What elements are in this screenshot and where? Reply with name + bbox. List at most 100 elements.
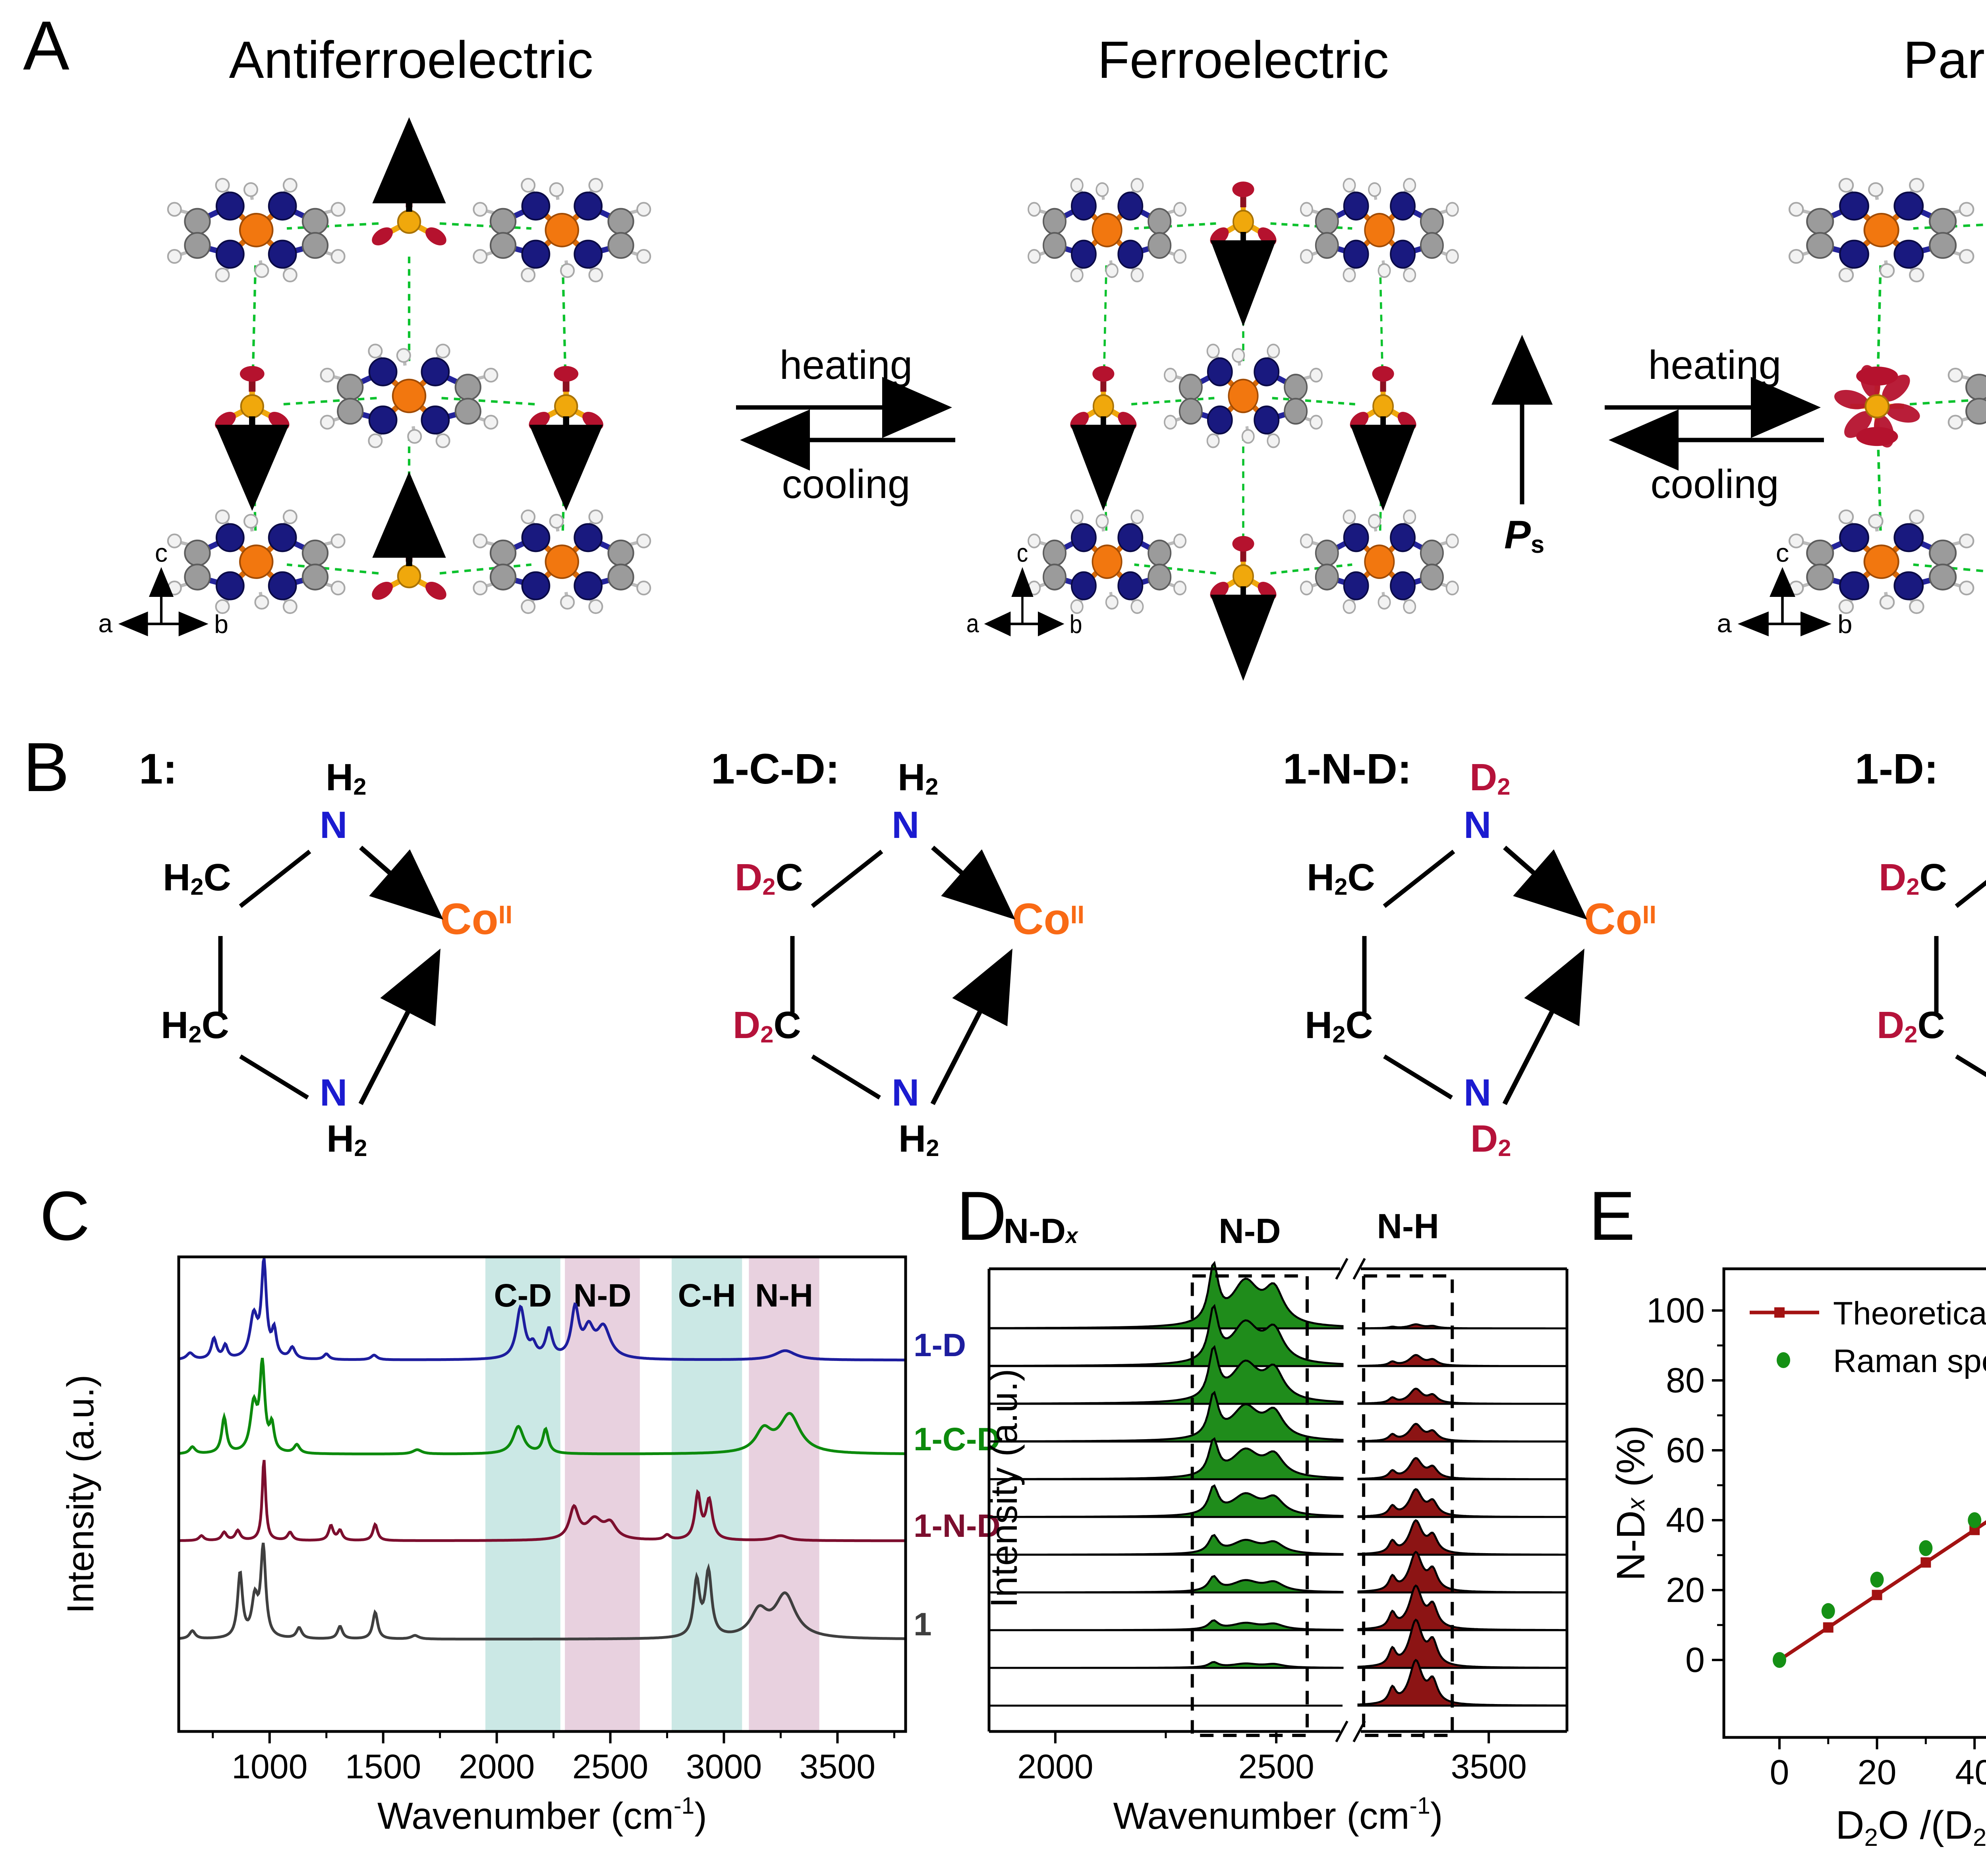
deuteration-calibration-chart: 020406080100020406080100Theoretical calc… [1609,1267,1986,1851]
panel-label-c: C [40,1177,90,1255]
axis-c-label: c [155,538,168,567]
axis-b-label: b [1070,610,1082,639]
row-4-nh [1357,1422,1568,1443]
row-1-nh [1357,1323,1567,1330]
x-tick-1500: 1500 [345,1748,421,1786]
structure-title-antiferroelectric: Antiferroelectric [229,31,593,89]
row-7-nd [988,1534,1344,1556]
equilibrium-arrows-icon [1605,377,1824,471]
axis-c-label: c [1776,538,1789,567]
y-tick-80: 80 [1666,1361,1705,1400]
scheme-title: 1-N-D: [1283,745,1412,793]
header-ndx: N-Dx [1004,1211,1079,1251]
cobalt-complex [1164,344,1323,448]
structure-title-ferroelectric: Ferroelectric [1097,31,1389,89]
donation-arrow-bottom [1502,948,1584,1105]
amine-substituent-top: H2 [898,756,939,800]
row-8-nh [1357,1550,1568,1594]
x-axis-title: Wavenumber (cm-1) [377,1793,707,1837]
x-tick-0: 0 [1770,1752,1789,1792]
x-tick-2000: 2000 [1017,1748,1093,1786]
measured-point [1968,1512,1982,1528]
amine-substituent-bottom: D2 [1470,1117,1511,1161]
crystal-structure-ferroelectric: c a b [966,178,1459,681]
ps-sub-label: s [1530,531,1545,559]
band-N-D [565,1257,640,1731]
carbon-group-bottom: D2C [1877,1004,1945,1048]
sulfate-ion [1070,366,1137,511]
measured-point [1821,1603,1835,1619]
equilibrium-arrows-icon [736,377,955,471]
x-tick-3500: 3500 [1451,1748,1526,1786]
x-tick-1000: 1000 [232,1748,307,1786]
cobalt-complex [1300,509,1459,614]
axis-c-label: c [1017,538,1028,567]
series-label-1-D: 1-D [914,1327,966,1363]
hydrogen-bonds [1876,223,1986,573]
y-axis-title: Intensity (a.u.) [60,1375,102,1614]
cobalt-complex [1028,178,1187,283]
band-C-D [485,1257,560,1731]
x-tick-3000: 3000 [686,1748,762,1786]
carbon-group-bottom: H2C [1305,1004,1373,1048]
band-C-H [671,1257,742,1731]
x-tick-2500: 2500 [572,1748,648,1786]
cooling-label: cooling [1650,461,1779,507]
amine-substituent-top: H2 [326,756,367,800]
axis-triad: c a b [98,538,228,639]
legend-theoretical: Theoretical calculation [1833,1295,1986,1332]
crystal-structure-antiferroelectric: c a b [98,117,651,639]
sulfate-ion [1350,366,1416,511]
row-3-nd [988,1345,1344,1405]
scheme-bonds [1934,880,1986,1077]
cobalt-complex [167,509,346,614]
row-10-nh [1357,1618,1568,1669]
donation-arrow-top [1503,845,1588,920]
spectrum-1-N-D [179,1460,906,1542]
row-2-nd [988,1304,1344,1367]
sulfate-ion [372,117,446,245]
cobalt-complex [473,178,651,283]
sulfate-ion [372,471,446,600]
row-1-nd [988,1260,1344,1330]
y-tick-60: 60 [1666,1430,1705,1470]
panel-label-e: E [1589,1177,1635,1255]
band-label-C-H: C-H [678,1278,736,1314]
amine-substituent-bottom: H2 [326,1117,367,1161]
legend-measured: Raman spectrum measurement [1833,1343,1986,1379]
axis-triad: c a b [966,538,1082,638]
axis-a-label: a [1717,609,1732,638]
carbon-group-top: D2C [735,856,803,900]
row-5-nh [1357,1457,1568,1480]
scheme-title: 1: [139,745,178,793]
ps-label: P [1504,513,1531,557]
theoretical-line [1778,1520,1986,1662]
axis-b-label: b [214,610,228,639]
theoretical-point [1920,1557,1931,1568]
spectrum-1-D [178,1258,906,1362]
sulfate-ion [1210,536,1277,681]
measured-point [1919,1540,1933,1556]
donation-arrow-bottom [930,948,1012,1105]
row-8-nd [988,1575,1344,1594]
band-label-N-H: N-H [755,1278,813,1314]
cobalt-complex [1300,178,1459,283]
nitrogen-bottom: N [892,1071,920,1114]
axis-a-label: a [966,609,979,638]
nitrogen-bottom: N [320,1071,348,1114]
cobalt-label: CoII [1584,895,1657,944]
cobalt-complex [1788,178,1974,283]
row-5-nd [988,1437,1344,1480]
y-axis-title: N-Dx (%) [1609,1425,1653,1581]
x-tick-20: 20 [1858,1752,1897,1792]
polarization-arrow-icon [1491,335,1553,504]
theoretical-point [1823,1622,1833,1633]
series-label-1: 1 [914,1606,932,1642]
transition-ferro-para: heating cooling [1602,345,1828,511]
structure-title-paraelectric: Paraelectric [1903,31,1986,89]
donation-arrow-bottom [358,948,440,1105]
spontaneous-polarization: Ps [1491,322,1590,568]
plot-box [1722,1267,1986,1739]
band-label-C-D: C-D [494,1278,552,1314]
y-tick-20: 20 [1666,1570,1705,1610]
